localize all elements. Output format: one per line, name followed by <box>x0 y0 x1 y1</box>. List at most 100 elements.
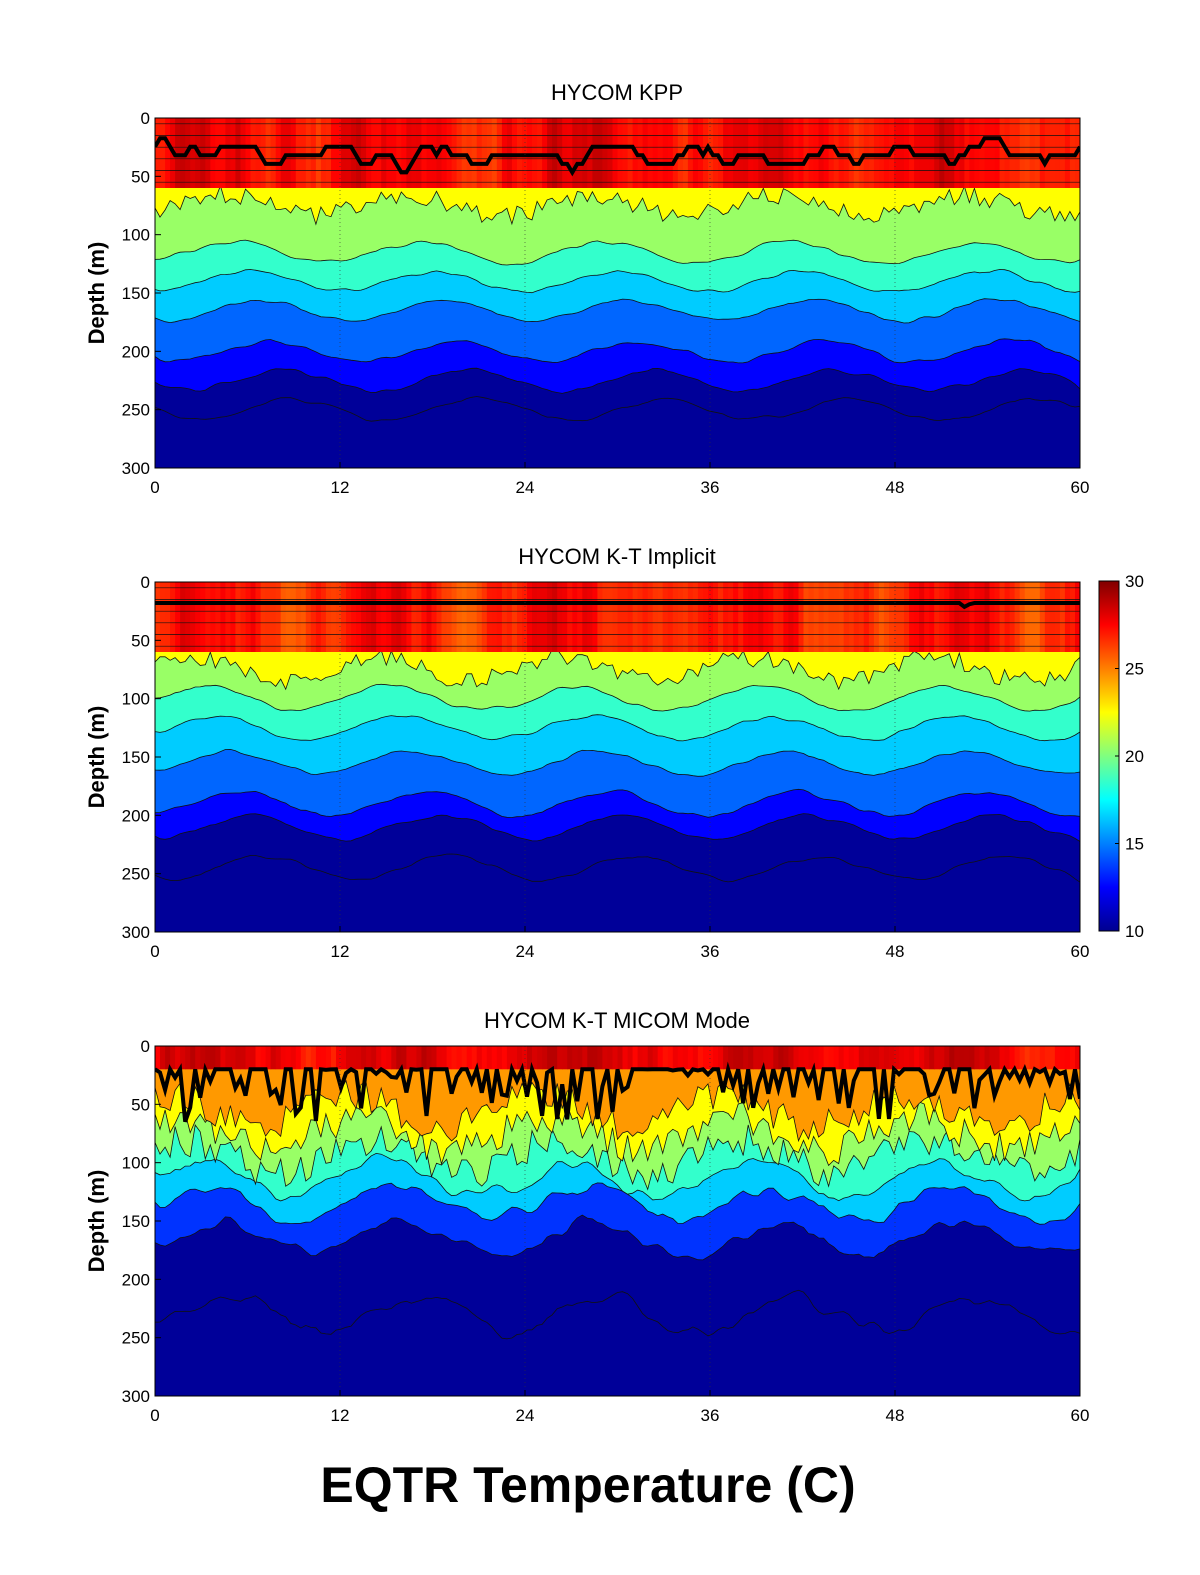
surface-band <box>718 582 724 652</box>
surface-band <box>713 118 719 188</box>
surface-band <box>1024 1046 1031 1070</box>
surface-band <box>713 1046 719 1070</box>
surface-band <box>220 1046 226 1070</box>
colorbar-tick-label: 10 <box>1125 922 1144 941</box>
surface-band <box>662 1046 669 1070</box>
surface-band <box>250 118 257 188</box>
surface-band <box>738 118 744 188</box>
surface-band <box>723 118 729 188</box>
surface-band <box>813 582 820 652</box>
surface-band <box>883 118 890 188</box>
surface-band <box>763 118 769 188</box>
surface-band <box>1049 1046 1056 1070</box>
axes: 0 12 24 36 48 60 0 50 100 150 200 250 300 <box>122 109 1090 497</box>
surface-band <box>899 118 905 188</box>
surface-band <box>763 1046 769 1070</box>
surface-band <box>692 118 699 188</box>
surface-band <box>270 582 277 652</box>
surface-band <box>210 582 216 652</box>
surface-band <box>823 1046 830 1070</box>
surface-band <box>1004 1046 1011 1070</box>
surface-band <box>436 582 443 652</box>
surface-band <box>205 118 211 188</box>
colorbar: 10 15 20 25 30 <box>1098 572 1144 941</box>
surface-band <box>341 118 347 188</box>
surface-band <box>461 1046 468 1070</box>
surface-band <box>441 582 448 652</box>
surface-band <box>501 1046 508 1070</box>
surface-band <box>703 1046 709 1070</box>
surface-band <box>185 582 191 652</box>
surface-band <box>290 582 297 652</box>
surface-band <box>361 1046 367 1070</box>
surface-band <box>919 582 925 652</box>
surface-band <box>793 1046 800 1070</box>
surface-band <box>1069 1046 1076 1070</box>
surface-band <box>180 118 186 188</box>
surface-band <box>647 118 654 188</box>
surface-band <box>421 118 427 188</box>
panel-hycom-kpp: HYCOM KPP 0 12 24 36 48 60050100150200250300 … <box>84 80 1089 497</box>
surface-band <box>979 1046 986 1070</box>
surface-band <box>728 582 734 652</box>
surface-band <box>295 582 302 652</box>
axes: 0 12 24 36 48 60 0 50 100 150 200 250 300 <box>122 573 1090 961</box>
surface-band <box>567 582 573 652</box>
surface-band <box>376 1046 382 1070</box>
surface-band <box>557 582 563 652</box>
surface-band <box>833 1046 840 1070</box>
surface-band <box>245 118 252 188</box>
surface-band <box>391 582 397 652</box>
axes: 0 12 24 36 48 60 0 50 100 150 200 250 300 <box>122 1037 1090 1425</box>
surface-band <box>899 1046 905 1070</box>
x-tick-label: 0 <box>150 478 159 497</box>
surface-band <box>818 582 825 652</box>
surface-band <box>768 118 774 188</box>
surface-band <box>602 1046 608 1070</box>
surface-band <box>265 118 272 188</box>
surface-band <box>486 582 493 652</box>
surface-band <box>763 582 769 652</box>
surface-band <box>300 582 307 652</box>
surface-band <box>1014 582 1021 652</box>
surface-band <box>170 1046 176 1070</box>
surface-band <box>1059 1046 1066 1070</box>
y-tick-label: 150 <box>122 284 150 303</box>
surface-band <box>265 582 272 652</box>
surface-band <box>878 582 885 652</box>
y-axis-label: Depth (m) <box>84 242 109 345</box>
surface-band <box>165 118 171 188</box>
surface-band <box>240 118 247 188</box>
surface-band <box>738 582 744 652</box>
surface-band <box>401 582 407 652</box>
surface-band <box>1075 1046 1080 1070</box>
y-tick-label: 100 <box>122 1154 150 1173</box>
surface-band <box>1054 582 1061 652</box>
surface-band <box>481 1046 488 1070</box>
surface-band <box>909 582 915 652</box>
surface-band <box>592 118 598 188</box>
surface-band <box>863 582 870 652</box>
y-tick-label: 0 <box>141 1037 150 1056</box>
surface-band <box>305 582 312 652</box>
surface-band <box>547 1046 553 1070</box>
surface-band <box>1024 582 1031 652</box>
surface-band <box>190 582 196 652</box>
surface-band <box>421 582 427 652</box>
surface-band <box>984 582 991 652</box>
surface-band <box>939 1046 945 1070</box>
surface-band <box>642 118 649 188</box>
surface-band <box>647 1046 654 1070</box>
y-axis-label: Depth (m) <box>84 706 109 809</box>
surface-band <box>396 1046 402 1070</box>
surface-band <box>205 582 211 652</box>
surface-band <box>878 1046 885 1070</box>
colorbar-tick-label: 15 <box>1125 835 1144 854</box>
surface-band <box>285 582 292 652</box>
surface-band <box>411 118 417 188</box>
surface-band <box>175 582 181 652</box>
surface-band <box>511 118 518 188</box>
mixed-layer-depth-line <box>155 136 1080 177</box>
x-tick-label: 24 <box>516 942 535 961</box>
